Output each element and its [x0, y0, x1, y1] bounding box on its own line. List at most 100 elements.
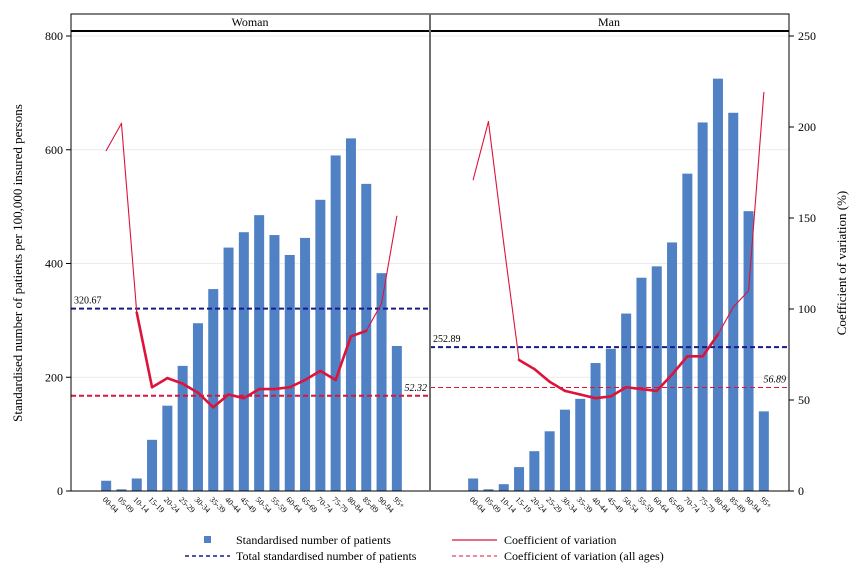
bar-man	[498, 484, 509, 491]
legend-label-cv: Coefficient of variation	[504, 533, 616, 547]
x-tick-label-woman: 00-04	[101, 495, 121, 515]
bar-man	[621, 313, 632, 491]
x-tick-label-man: 30-34	[560, 495, 580, 515]
cv-all-label-man: 56.89	[764, 374, 787, 385]
bar-woman	[300, 237, 311, 491]
y-right-tick-label: 0	[798, 484, 804, 498]
bar-man	[590, 363, 601, 491]
bar-man	[483, 489, 494, 491]
cv-segment-man	[670, 355, 689, 376]
bar-woman	[345, 138, 356, 491]
bar-man	[682, 173, 693, 491]
bar-man	[728, 112, 739, 491]
cv-segment-woman	[349, 329, 368, 338]
cv-segment-woman	[105, 122, 122, 152]
bar-man	[712, 78, 723, 491]
x-tick-label-woman: 60-64	[284, 495, 304, 515]
cv-segment-woman	[334, 334, 353, 382]
cv-segment-man	[609, 385, 628, 398]
bar-man	[758, 411, 769, 491]
x-tick-label-man: 40-44	[590, 495, 610, 515]
cv-segment-man	[747, 91, 765, 292]
total-label-man: 252.89	[433, 334, 461, 345]
x-tick-label-man: 75-79	[697, 495, 717, 515]
x-tick-label-woman: 45-49	[238, 495, 258, 515]
cv-segment-woman	[211, 393, 230, 409]
bar-man	[575, 398, 586, 491]
cv-segment-woman	[135, 311, 154, 389]
legend-label-total: Total standardised number of patients	[236, 549, 417, 563]
y-left-tick-label: 200	[45, 370, 63, 384]
bar-man	[514, 467, 525, 491]
y-left-tick-label: 800	[45, 29, 63, 43]
y-left-tick-label: 600	[45, 143, 63, 157]
x-tick-label-woman: 30-34	[193, 495, 213, 515]
cv-segment-woman	[273, 385, 292, 391]
bar-man	[605, 348, 616, 491]
y-right-tick-label: 50	[798, 393, 810, 407]
legend-label-bars: Standardised number of patients	[236, 533, 391, 547]
bar-man	[667, 242, 678, 491]
bar-woman	[361, 183, 372, 491]
cv-segment-woman	[196, 391, 215, 409]
cv-segment-woman	[303, 369, 322, 382]
cv-segment-woman	[365, 302, 383, 332]
bar-woman	[376, 273, 387, 491]
x-tick-label-man: 05-09	[483, 495, 503, 515]
x-tick-label-man: 45-49	[605, 495, 625, 515]
x-tick-label-woman: 20-24	[162, 495, 182, 515]
bar-woman	[284, 254, 295, 491]
reference-lines: 320.67 52.32 252.89 56.89	[71, 296, 789, 397]
cv-segment-man	[487, 120, 505, 245]
total-label-woman: 320.67	[74, 296, 102, 307]
cv-segment-woman	[242, 387, 261, 400]
cv-segment-woman	[227, 393, 246, 400]
x-tick-label-woman: 05-09	[116, 495, 136, 515]
cv-all-label-woman: 52.32	[405, 383, 428, 394]
y-right-tick-label: 250	[798, 29, 816, 43]
bar-woman	[116, 489, 127, 491]
bar-man	[636, 277, 647, 491]
x-tick-label-man: 85-89	[728, 495, 748, 515]
y-left-tick-label: 0	[57, 484, 63, 498]
bar-woman	[147, 439, 158, 491]
cv-segment-woman	[288, 378, 307, 389]
x-tick-label-man: 35-39	[575, 495, 595, 515]
legend-swatch-bars	[204, 536, 211, 543]
y-right-tick-label: 200	[798, 120, 816, 134]
cv-segment-man	[717, 306, 734, 336]
bar-woman	[177, 365, 188, 491]
bar-man	[697, 122, 708, 491]
bar-woman	[192, 323, 203, 491]
cv-segment-woman	[150, 376, 169, 389]
y-axis-right-label: Coefficient of variation (%)	[834, 191, 849, 336]
cv-segment-man	[640, 387, 659, 393]
x-tick-label-man: 15-19	[514, 495, 534, 515]
bar-man	[743, 211, 754, 492]
legend-label-cvall: Coefficient of variation (all ages)	[504, 549, 664, 563]
bar-woman	[254, 215, 265, 491]
cv-segment-woman	[120, 122, 138, 314]
bar-woman	[391, 345, 402, 491]
bar-woman	[223, 247, 234, 491]
panel-title-man: Man	[598, 15, 620, 29]
x-tick-label-woman: 70-74	[315, 495, 335, 515]
y-right-tick-label: 150	[798, 211, 816, 225]
y-right-tick-label: 100	[798, 302, 816, 316]
bar-man	[651, 266, 662, 491]
x-tick-label-woman: 55-59	[269, 495, 289, 515]
x-tick-label-woman: 90-94	[376, 495, 396, 515]
cv-segment-woman	[380, 215, 398, 305]
x-tick-label-man: 55-59	[636, 495, 656, 515]
x-tick-label-woman: 25-29	[177, 495, 197, 515]
cv-segment-man	[517, 358, 536, 371]
panel-frames	[70, 13, 790, 492]
cv-segment-man	[578, 393, 597, 400]
bar-woman	[131, 478, 142, 491]
x-tick-label-man: 20-24	[529, 495, 549, 515]
x-tick-label-man: 80-84	[713, 495, 733, 515]
cv-segment-man	[472, 120, 490, 181]
x-tick-label-woman: 15-19	[147, 495, 167, 515]
cv-segment-man	[732, 290, 750, 308]
